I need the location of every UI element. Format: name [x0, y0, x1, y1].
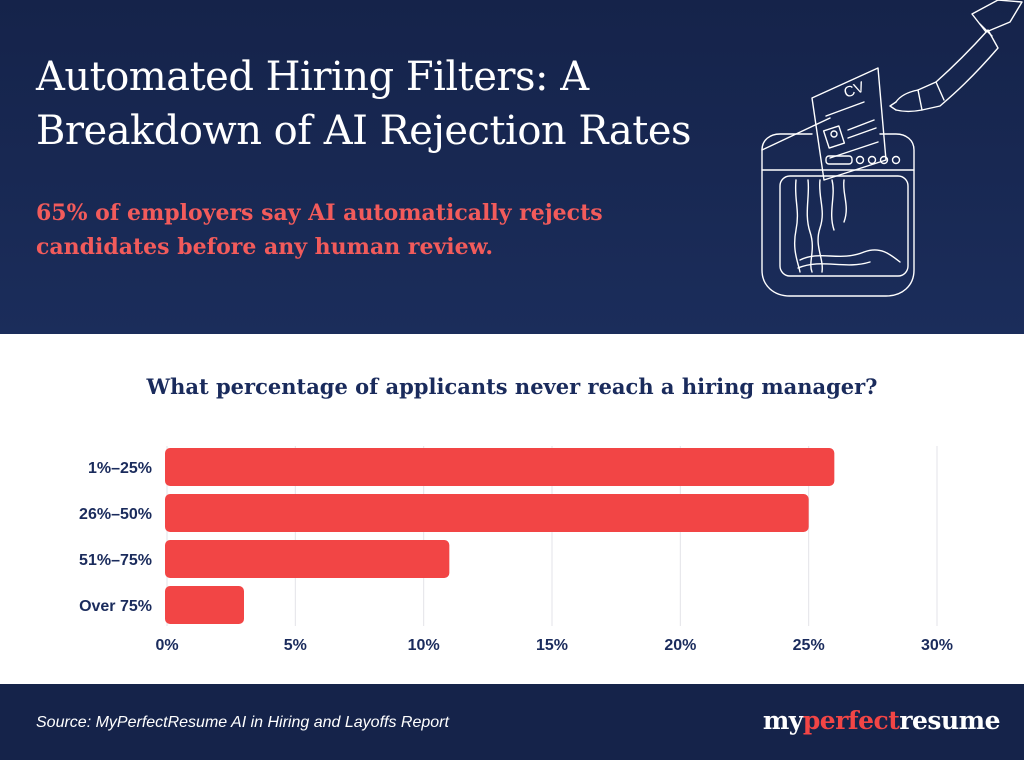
chart-tick-labels: 0% 5% 10% 15% 20% 25% 30% [155, 637, 953, 654]
brand-logo: myperfectresume [762, 706, 1001, 736]
chart-category-labels: 1%–25% 26%–50% 51%–75% Over 75% [79, 460, 152, 615]
x-tick-label: 20% [664, 637, 696, 654]
x-tick-label: 15% [536, 637, 568, 654]
bar [165, 540, 450, 578]
logo-part-perfect: perfect [802, 706, 900, 735]
x-tick-label: 0% [155, 637, 178, 654]
x-tick-label: 25% [793, 637, 825, 654]
header-banner: Automated Hiring Filters: A Breakdown of… [0, 0, 1024, 334]
chart-section: What percentage of applicants never reac… [0, 334, 1024, 684]
footer-bar: Source: MyPerfectResume AI in Hiring and… [0, 684, 1024, 760]
category-label: Over 75% [79, 598, 152, 615]
page-subtitle: 65% of employers say AI automatically re… [36, 200, 603, 260]
category-label: 1%–25% [88, 460, 152, 477]
logo-part-resume: resume [899, 706, 1000, 735]
chart-title: What percentage of applicants never reac… [146, 374, 878, 399]
logo-part-my: my [762, 706, 803, 735]
x-tick-label: 5% [284, 637, 307, 654]
category-label: 26%–50% [79, 506, 152, 523]
bar [165, 494, 809, 532]
bar-chart: 1%–25% 26%–50% 51%–75% Over 75% 0% 5% 10% 15% 2… [79, 446, 953, 654]
cv-card-label: CV [842, 79, 867, 102]
bar [165, 586, 244, 624]
chart-bars [165, 448, 835, 624]
bar [165, 448, 835, 486]
source-note: Source: MyPerfectResume AI in Hiring and… [36, 714, 449, 731]
resume-shredder-icon: CV [761, 0, 1023, 297]
category-label: 51%–75% [79, 552, 152, 569]
x-tick-label: 30% [921, 637, 953, 654]
x-tick-label: 10% [408, 637, 440, 654]
page-title: Automated Hiring Filters: A Breakdown of… [36, 54, 692, 154]
